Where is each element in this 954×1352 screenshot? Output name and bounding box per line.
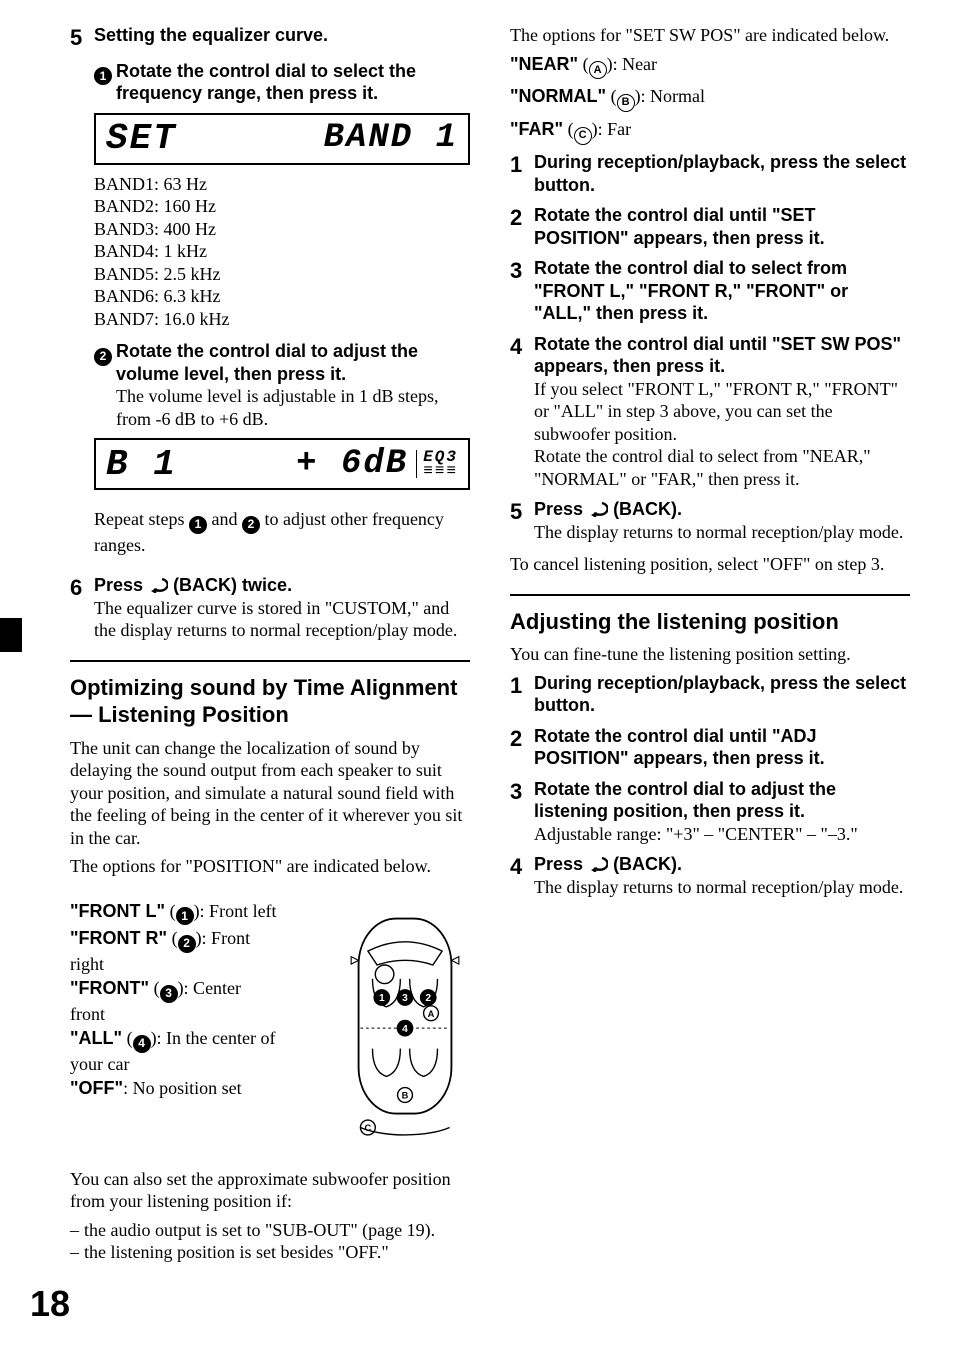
substep-lead: Rotate the control dial to select the fr… xyxy=(116,61,416,104)
adj-step-2: 2 Rotate the control dial until "ADJ POS… xyxy=(510,725,910,770)
section-para: The options for "POSITION" are indicated… xyxy=(70,855,470,878)
band-item: BAND7: 16.0 kHz xyxy=(94,308,470,331)
band-item: BAND2: 160 Hz xyxy=(94,195,470,218)
substep-text: The volume level is adjustable in 1 dB s… xyxy=(116,385,470,430)
repeat-note: Repeat steps 1 and 2 to adjust other fre… xyxy=(94,508,470,556)
step-text: The display returns to normal reception/… xyxy=(534,876,910,899)
subwoofer-intro: You can also set the approximate subwoof… xyxy=(70,1168,470,1213)
r-step-2: 2 Rotate the control dial until "SET POS… xyxy=(510,204,910,249)
r-step-3: 3 Rotate the control dial to select from… xyxy=(510,257,910,325)
car-diagram: 1 3 2 4 A B C xyxy=(340,900,470,1160)
list-item: the audio output is set to "SUB-OUT" (pa… xyxy=(84,1219,435,1242)
svg-text:B: B xyxy=(402,1090,409,1100)
step-text: If you select "FRONT L," "FRONT R," "FRO… xyxy=(534,378,910,491)
band-item: BAND6: 6.3 kHz xyxy=(94,285,470,308)
lcd-display-band: SET BAND 1 xyxy=(94,113,470,165)
section-para: The unit can change the localization of … xyxy=(70,737,470,850)
adj-step-1: 1 During reception/playback, press the s… xyxy=(510,672,910,717)
edge-tab xyxy=(0,618,22,652)
r-step-1: 1 During reception/playback, press the s… xyxy=(510,151,910,196)
step-number: 6 xyxy=(70,574,94,642)
positions-block: "FRONT L" (1): Front left "FRONT R" (2):… xyxy=(70,900,470,1160)
lcd-left: SET xyxy=(106,116,177,161)
step-6: 6 Press (BACK) twice. The equalizer curv… xyxy=(70,574,470,642)
step-5: 5 Setting the equalizer curve. xyxy=(70,24,470,52)
svg-text:4: 4 xyxy=(402,1023,408,1034)
band-item: BAND5: 2.5 kHz xyxy=(94,263,470,286)
step-text: Adjustable range: "+3" – "CENTER" – "–3.… xyxy=(534,823,910,846)
left-column: 5 Setting the equalizer curve. 1 Rotate … xyxy=(70,24,470,1266)
page-content: 5 Setting the equalizer curve. 1 Rotate … xyxy=(0,0,954,1266)
right-column: The options for "SET SW POS" are indicat… xyxy=(510,24,910,1266)
r-step-4: 4 Rotate the control dial until "SET SW … xyxy=(510,333,910,491)
back-icon xyxy=(588,856,608,872)
back-icon xyxy=(588,501,608,517)
step-number: 5 xyxy=(70,24,94,52)
sw-normal: "NORMAL" (B): Normal xyxy=(510,85,910,112)
substep-2: 2 Rotate the control dial to adjust the … xyxy=(94,340,470,430)
subwoofer-conditions: –the audio output is set to "SUB-OUT" (p… xyxy=(70,1219,470,1264)
adj-step-3: 3 Rotate the control dial to adjust the … xyxy=(510,778,910,846)
substep-marker-1: 1 xyxy=(94,67,112,85)
section-rule xyxy=(510,594,910,596)
back-icon xyxy=(148,577,168,593)
lcd-right: BAND 1 xyxy=(324,117,458,160)
band-item: BAND4: 1 kHz xyxy=(94,240,470,263)
band-item: BAND3: 400 Hz xyxy=(94,218,470,241)
cancel-note: To cancel listening position, select "OF… xyxy=(510,553,910,576)
page-number: 18 xyxy=(30,1281,70,1326)
svg-text:2: 2 xyxy=(425,993,431,1004)
substep-lead: Rotate the control dial to adjust the vo… xyxy=(116,340,470,385)
sw-far: "FAR" (C): Far xyxy=(510,118,910,145)
band-list: BAND1: 63 Hz BAND2: 160 Hz BAND3: 400 Hz… xyxy=(94,173,470,331)
lcd-left: B 1 xyxy=(106,442,177,487)
lcd-display-db: B 1 + 6dB EQ3≡≡≡ xyxy=(94,438,470,490)
sw-near: "NEAR" (A): Near xyxy=(510,53,910,80)
list-item: the listening position is set besides "O… xyxy=(84,1241,389,1264)
positions-text: "FRONT L" (1): Front left "FRONT R" (2):… xyxy=(70,900,280,1100)
adj-step-4: 4 Press (BACK). The display returns to n… xyxy=(510,853,910,898)
adj-intro: You can fine-tune the listening position… xyxy=(510,643,910,666)
substep-marker-2: 2 xyxy=(94,348,112,366)
adj-title: Adjusting the listening position xyxy=(510,608,910,636)
r-step-5: 5 Press (BACK). The display returns to n… xyxy=(510,498,910,543)
section-title: Optimizing sound by Time Alignment — Lis… xyxy=(70,674,470,729)
svg-text:A: A xyxy=(428,1009,435,1019)
lcd-right: + 6dB xyxy=(296,443,408,486)
sw-pos-intro: The options for "SET SW POS" are indicat… xyxy=(510,24,910,47)
step-text: The equalizer curve is stored in "CUSTOM… xyxy=(94,597,470,642)
eq-icon: EQ3≡≡≡ xyxy=(416,450,458,478)
svg-text:1: 1 xyxy=(379,993,385,1004)
band-item: BAND1: 63 Hz xyxy=(94,173,470,196)
section-rule xyxy=(70,660,470,662)
svg-text:3: 3 xyxy=(402,993,408,1004)
step-lead: Setting the equalizer curve. xyxy=(94,24,470,47)
step-text: The display returns to normal reception/… xyxy=(534,521,910,544)
substep-1: 1 Rotate the control dial to select the … xyxy=(94,60,470,105)
step-lead: Press (BACK) twice. xyxy=(94,574,470,597)
